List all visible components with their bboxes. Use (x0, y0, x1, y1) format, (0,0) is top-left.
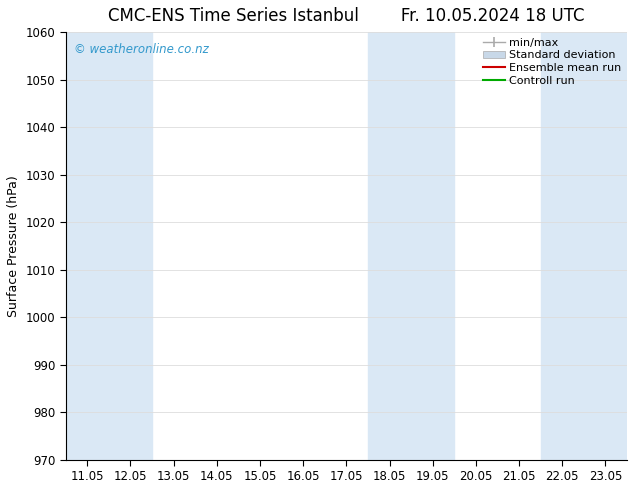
Title: CMC-ENS Time Series Istanbul        Fr. 10.05.2024 18 UTC: CMC-ENS Time Series Istanbul Fr. 10.05.2… (108, 7, 585, 25)
Legend: min/max, Standard deviation, Ensemble mean run, Controll run: min/max, Standard deviation, Ensemble me… (481, 35, 624, 88)
Bar (66, 32, 152, 460)
Bar (541, 32, 627, 460)
Bar (368, 32, 455, 460)
Text: © weatheronline.co.nz: © weatheronline.co.nz (74, 43, 209, 56)
Y-axis label: Surface Pressure (hPa): Surface Pressure (hPa) (7, 175, 20, 317)
